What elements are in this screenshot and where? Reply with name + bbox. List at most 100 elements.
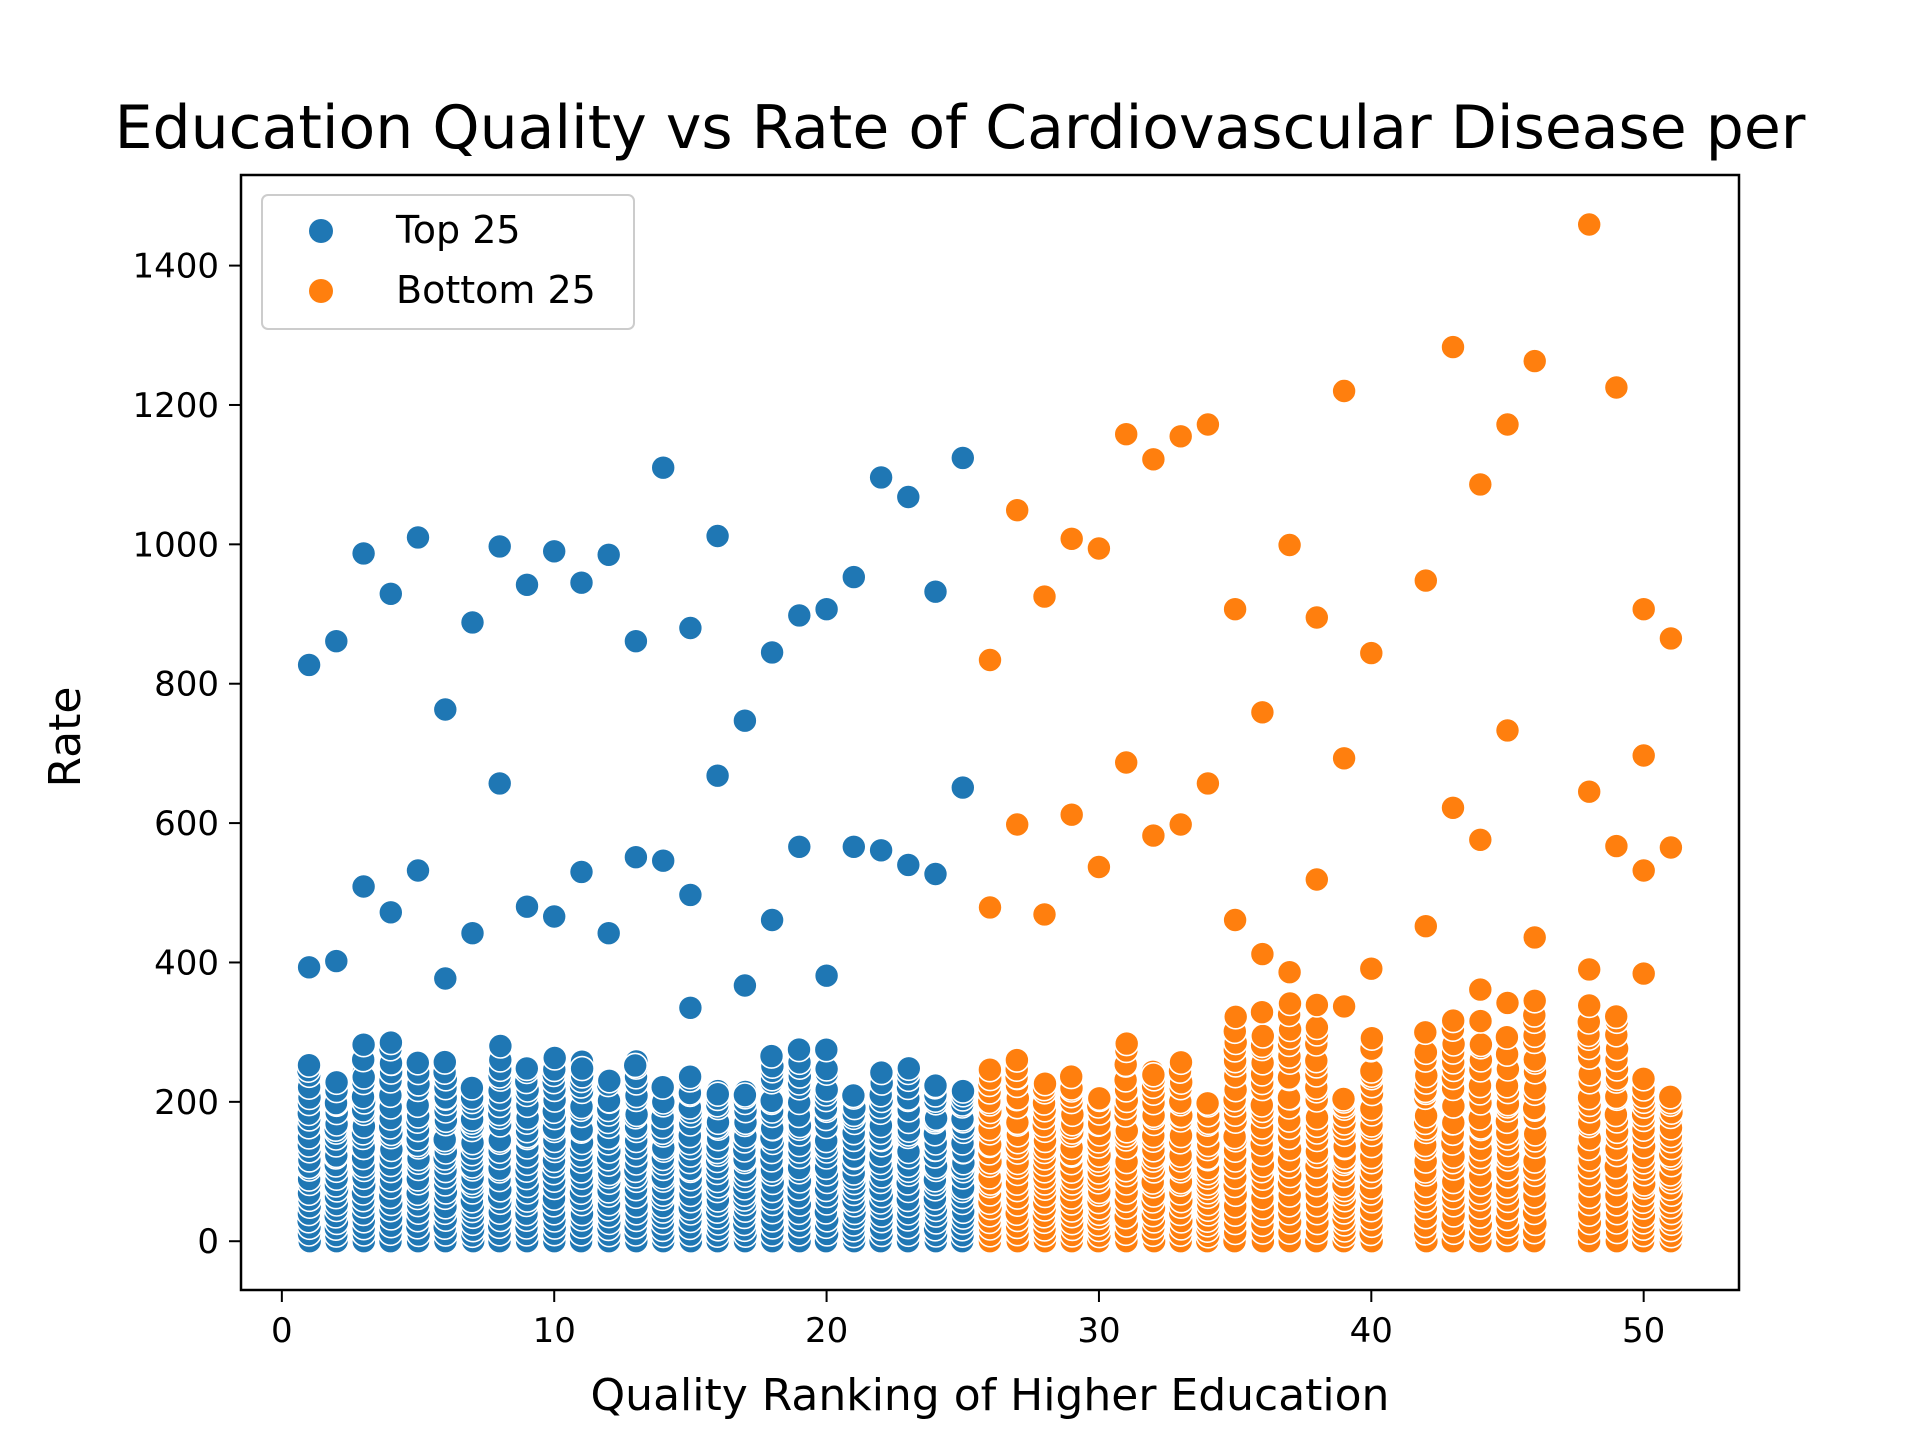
x-tick-label: 0 [271, 1311, 293, 1351]
data-point [1521, 348, 1548, 374]
data-point [377, 899, 404, 926]
data-point [1440, 794, 1466, 821]
data-point [813, 962, 840, 989]
data-point-cluster [1468, 1031, 1494, 1058]
x-axis-ticks: 0 10 20 30 40 50 [271, 1290, 1665, 1351]
data-point [1576, 211, 1602, 238]
data-point-cluster [1576, 992, 1602, 1019]
data-point-cluster [596, 1068, 623, 1094]
data-point-cluster [431, 1049, 458, 1075]
data-point [1603, 833, 1630, 859]
y-tick-label: 1400 [132, 247, 219, 287]
data-point [650, 847, 677, 874]
data-point [323, 948, 350, 974]
legend: Top 25 Bottom 25 [261, 194, 635, 330]
y-tick-label: 400 [154, 943, 219, 983]
data-point [405, 857, 431, 884]
data-point [1086, 854, 1112, 880]
data-point-cluster [1330, 1086, 1357, 1112]
data-point-cluster [1004, 1047, 1030, 1073]
data-point-cluster [677, 1063, 703, 1090]
x-axis-label: Quality Ranking of Higher Education [591, 1370, 1390, 1421]
data-point-cluster [459, 1075, 485, 1101]
data-point [1658, 834, 1684, 861]
legend-marker-top-25 [309, 219, 333, 243]
data-point [1113, 749, 1139, 776]
data-point [1630, 960, 1657, 987]
y-tick-label: 1000 [132, 525, 219, 565]
data-point [1413, 567, 1439, 594]
data-point-cluster [569, 1055, 595, 1082]
data-point [868, 837, 894, 864]
data-point [1630, 596, 1657, 623]
data-point-cluster [541, 1045, 568, 1071]
data-point-cluster [1358, 1058, 1385, 1084]
x-tick-label: 10 [533, 1311, 576, 1351]
data-point [1304, 604, 1330, 631]
data-point [1086, 535, 1112, 562]
data-point [1521, 924, 1548, 951]
data-point-cluster [1603, 1003, 1629, 1030]
data-point [1222, 596, 1248, 623]
data-point-cluster [1194, 1090, 1221, 1117]
data-point [895, 852, 922, 878]
data-point [1331, 993, 1357, 1020]
data-point [1413, 913, 1439, 940]
data-point [677, 994, 704, 1021]
data-point [1331, 745, 1357, 772]
x-tick-label: 30 [1077, 1311, 1120, 1351]
data-point [623, 844, 649, 871]
data-point-cluster [1032, 1070, 1058, 1097]
data-point-cluster [758, 1043, 785, 1069]
data-point [1249, 699, 1276, 726]
data-point [949, 445, 976, 471]
data-point [759, 639, 785, 666]
legend-label-bottom-25: Bottom 25 [396, 268, 596, 312]
y-tick-label: 800 [154, 665, 219, 705]
data-point [568, 569, 595, 596]
y-tick-label: 0 [197, 1222, 219, 1262]
data-point [405, 524, 431, 551]
data-point [732, 707, 758, 734]
data-point [1576, 956, 1602, 983]
data-point-cluster [922, 1072, 949, 1099]
data-point [1140, 446, 1167, 473]
data-point-cluster [1086, 1085, 1113, 1112]
data-point [840, 833, 867, 860]
data-point [350, 1031, 377, 1058]
data-point-cluster [1440, 1007, 1466, 1034]
plot-frame [239, 173, 1741, 1292]
data-point [977, 894, 1003, 921]
data-point [1167, 811, 1194, 838]
data-point [568, 859, 595, 885]
data-point [1058, 801, 1085, 828]
x-tick-label: 20 [805, 1311, 848, 1351]
data-point-cluster [1058, 1063, 1084, 1090]
data-point-cluster [649, 1074, 676, 1100]
data-point [949, 774, 976, 801]
data-point [296, 652, 322, 678]
chart-title: Education Quality vs Rate of Cardiovascu… [115, 93, 1806, 163]
data-point [432, 696, 459, 723]
data-point-cluster [1304, 992, 1330, 1018]
data-point [840, 564, 867, 590]
data-point [1004, 497, 1031, 524]
data-point [1358, 640, 1385, 666]
data-point [459, 920, 486, 947]
data-point [1058, 525, 1085, 552]
data-point [922, 578, 949, 605]
data-point [1467, 471, 1494, 498]
data-point-cluster [1250, 1023, 1276, 1049]
legend-label-top-25: Top 25 [395, 208, 521, 252]
data-point [595, 920, 622, 947]
data-point [1113, 421, 1139, 448]
data-point [977, 647, 1003, 673]
data-point-cluster [1140, 1062, 1167, 1088]
data-point-cluster [296, 1052, 322, 1078]
data-point [704, 762, 731, 789]
data-point [732, 972, 758, 999]
data-point-cluster [323, 1069, 350, 1096]
data-point-cluster [895, 1055, 922, 1082]
data-point [432, 965, 459, 992]
data-point [541, 903, 568, 930]
